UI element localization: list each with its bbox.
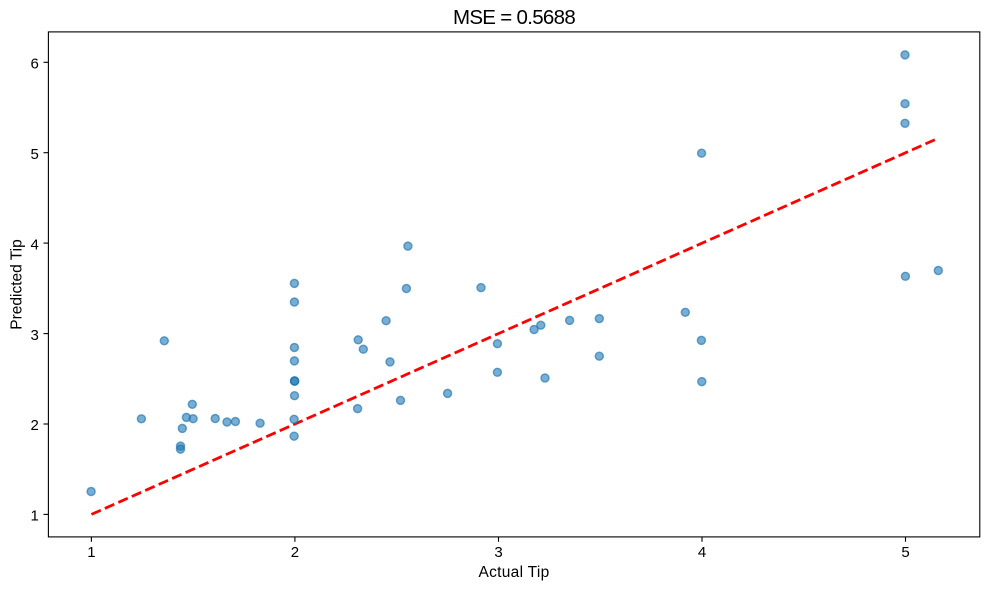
svg-text:6: 6 [30,56,38,73]
svg-text:3: 3 [494,544,502,561]
svg-text:2: 2 [291,544,299,561]
svg-text:5: 5 [30,146,38,163]
svg-text:MSE = 0.5688: MSE = 0.5688 [453,6,575,29]
svg-text:3: 3 [30,327,38,344]
svg-text:4: 4 [698,544,706,561]
svg-text:2: 2 [30,417,38,434]
svg-text:1: 1 [87,544,95,561]
svg-text:4: 4 [30,236,38,253]
svg-text:1: 1 [30,508,38,525]
svg-text:5: 5 [901,544,909,561]
svg-text:Actual Tip: Actual Tip [478,564,549,581]
svg-text:Predicted Tip: Predicted Tip [9,239,26,329]
